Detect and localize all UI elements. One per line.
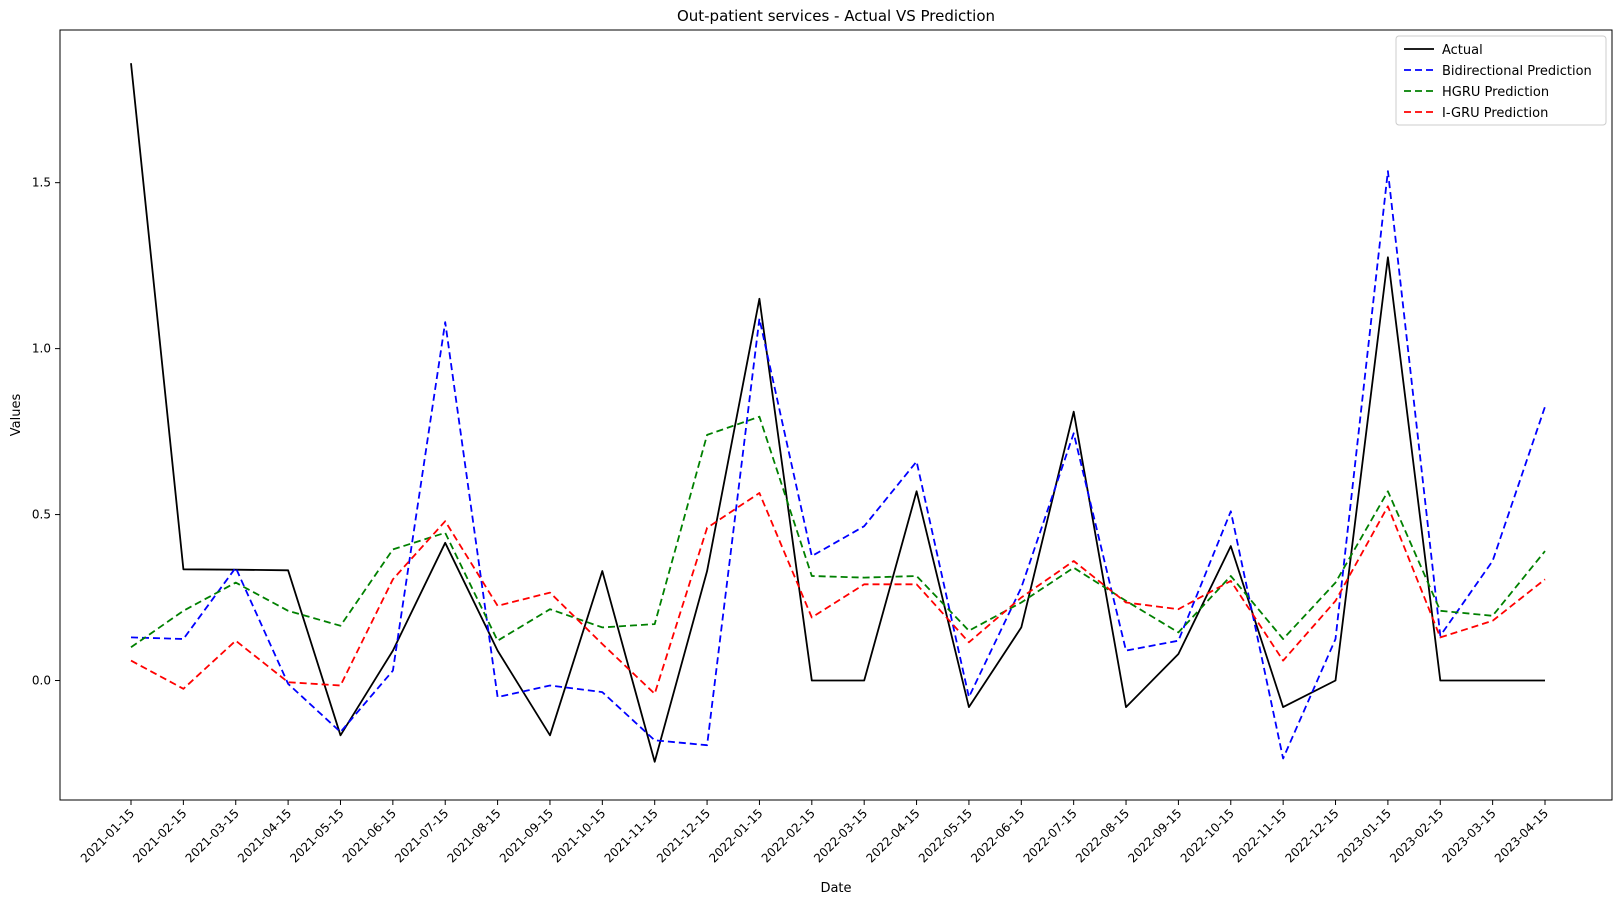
series-line-hgru-prediction — [130, 415, 1546, 649]
x-axis-label: Date — [820, 881, 851, 896]
y-tick-label: 0.5 — [32, 508, 51, 522]
y-tick-label: 1.5 — [32, 176, 51, 190]
legend-label: Actual — [1442, 43, 1483, 58]
chart-title: Out-patient services - Actual VS Predict… — [677, 7, 995, 25]
legend: Actual Bidirectional Prediction HGRU Predi… — [1395, 35, 1607, 126]
series-line-bidirectional-prediction — [130, 170, 1546, 760]
y-tick-label: 1.0 — [32, 342, 51, 356]
legend-box — [1395, 35, 1607, 126]
plot-area-frame — [59, 29, 1613, 801]
series-line-actual — [130, 63, 1545, 763]
y-axis: 0.0 0.5 1.0 1.5 — [32, 176, 60, 688]
y-tick-label: 0.0 — [32, 674, 51, 688]
series-layer — [130, 63, 1546, 763]
series-line-i-gru-prediction — [130, 492, 1546, 695]
legend-label: Bidirectional Prediction — [1442, 64, 1592, 79]
y-axis-label: Values — [9, 394, 24, 437]
legend-label: I-GRU Prediction — [1442, 106, 1548, 121]
legend-label: HGRU Prediction — [1442, 85, 1549, 100]
